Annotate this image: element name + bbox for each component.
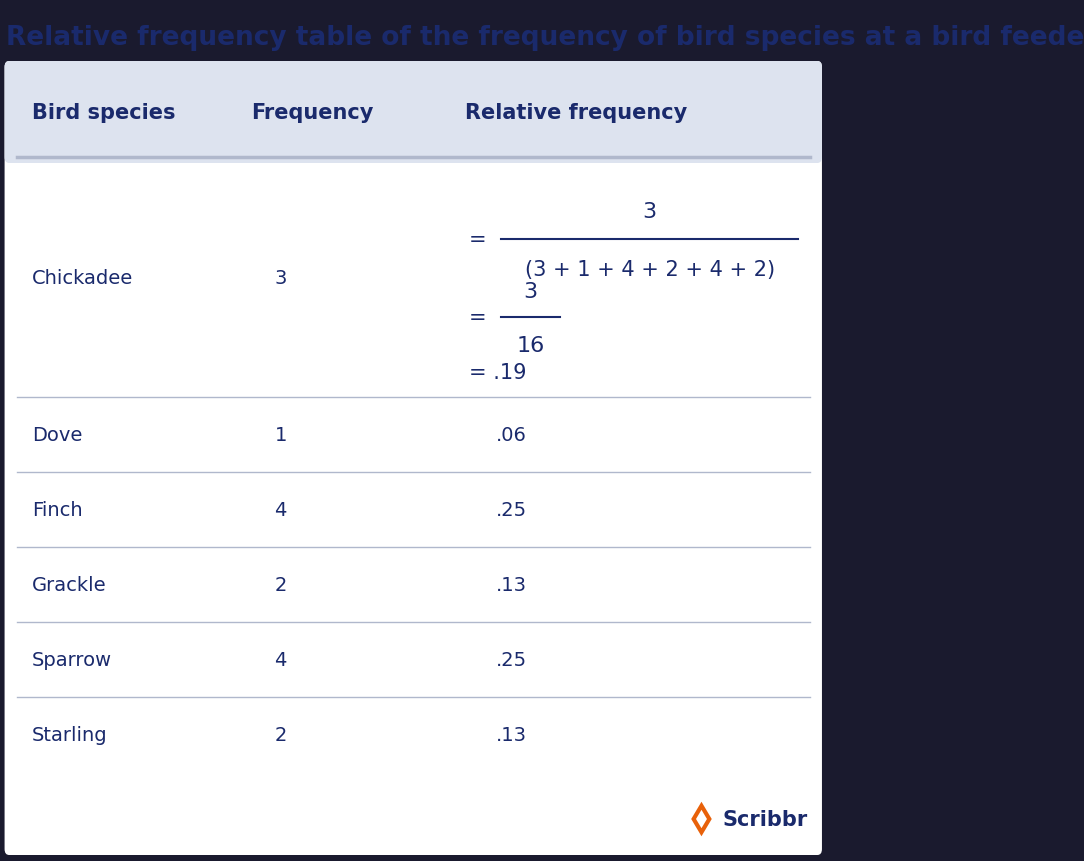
Text: =: =: [469, 307, 487, 328]
Text: = .19: = .19: [469, 362, 527, 382]
Text: Relative frequency: Relative frequency: [465, 102, 687, 123]
Polygon shape: [689, 799, 713, 839]
Text: 4: 4: [274, 650, 287, 669]
Text: Bird species: Bird species: [33, 102, 176, 123]
Text: .13: .13: [495, 725, 527, 744]
Text: 3: 3: [274, 268, 287, 288]
Text: 2: 2: [274, 575, 287, 594]
Text: Relative frequency table of the frequency of bird species at a bird feeder: Relative frequency table of the frequenc…: [7, 25, 1084, 51]
Text: 3: 3: [643, 201, 657, 222]
Text: 3: 3: [524, 282, 538, 301]
Text: Finch: Finch: [33, 500, 82, 519]
Text: .06: .06: [495, 425, 527, 444]
Text: Grackle: Grackle: [33, 575, 106, 594]
Text: .13: .13: [495, 575, 527, 594]
Text: Frequency: Frequency: [251, 102, 374, 123]
Text: (3 + 1 + 4 + 2 + 4 + 2): (3 + 1 + 4 + 2 + 4 + 2): [525, 260, 775, 280]
FancyBboxPatch shape: [4, 62, 822, 855]
Text: 4: 4: [274, 500, 287, 519]
Text: 1: 1: [274, 425, 287, 444]
Text: .25: .25: [495, 500, 527, 519]
Text: 2: 2: [274, 725, 287, 744]
Polygon shape: [696, 810, 707, 828]
Text: Scribbr: Scribbr: [723, 809, 808, 829]
Text: Dove: Dove: [33, 425, 82, 444]
Text: 16: 16: [517, 336, 545, 356]
Text: Sparrow: Sparrow: [33, 650, 112, 669]
FancyBboxPatch shape: [4, 62, 822, 164]
Text: Chickadee: Chickadee: [33, 268, 133, 288]
Text: =: =: [469, 230, 487, 250]
Text: Starling: Starling: [33, 725, 107, 744]
Text: .25: .25: [495, 650, 527, 669]
